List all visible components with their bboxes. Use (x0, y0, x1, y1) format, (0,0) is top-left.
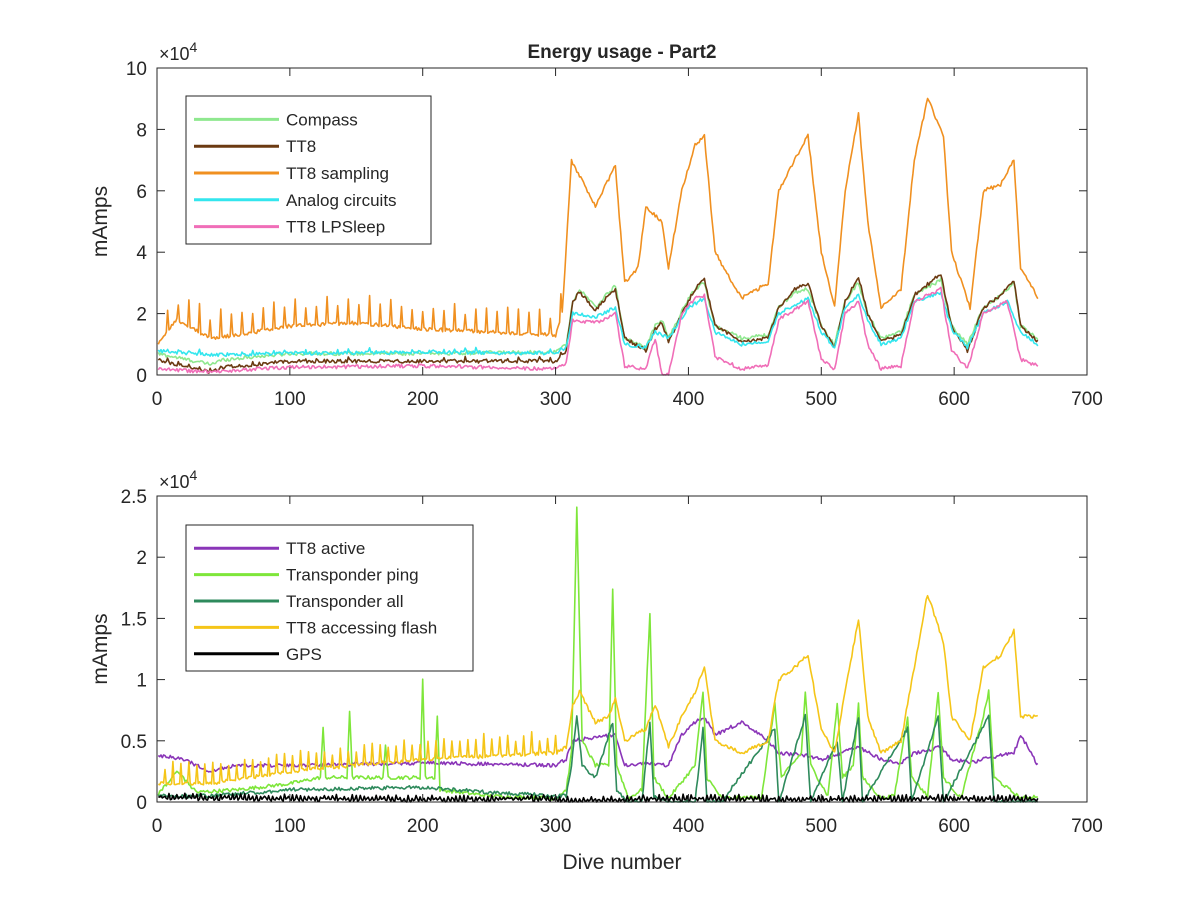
x-tick-label: 300 (540, 389, 572, 410)
y-tick-label: 0 (136, 366, 147, 387)
x-tick-label: 100 (274, 816, 306, 837)
y-tick-label: 4 (136, 243, 147, 264)
y-tick-label: 2.5 (121, 487, 147, 508)
top-chart: 0 100 200 300 400 500 600 7000246810×104mAmpsEn… (89, 39, 1103, 410)
x-tick-label: 500 (805, 816, 837, 837)
x-tick-label: 0 (152, 389, 163, 410)
x-tick-label: 200 (407, 816, 439, 837)
y-tick-label: 0.5 (121, 732, 147, 753)
legend-label: TT8 accessing flash (286, 618, 437, 637)
series-lines (157, 506, 1039, 803)
x-tick-label: 600 (938, 389, 970, 410)
x-tick-label: 400 (673, 389, 705, 410)
x-tick-label: 400 (673, 816, 705, 837)
y-axis-label: mAmps (89, 613, 112, 684)
x-tick-label: 700 (1071, 816, 1103, 837)
y-exponent-label: ×104 (159, 467, 198, 492)
y-exponent-base: ×10 (159, 44, 190, 64)
y-tick-label: 6 (136, 182, 147, 203)
legend-label: TT8 sampling (286, 164, 389, 183)
legend-label: Transponder ping (286, 566, 419, 585)
y-tick-label: 2 (136, 548, 147, 569)
x-tick-label: 200 (407, 389, 439, 410)
y-exponent-power: 4 (190, 39, 198, 55)
y-tick-label: 0 (136, 793, 147, 814)
x-axis-label: Dive number (562, 851, 681, 874)
y-exponent-label: ×104 (159, 39, 198, 64)
y-exponent-base: ×10 (159, 472, 190, 492)
series-line-tt8-lpsleep (157, 286, 1039, 376)
bottom-chart: 0 100 200 300 400 500 600 700 0 0.5 1 1.5 2 2.5 ×104 mA… (89, 467, 1103, 874)
axes-frame (156, 495, 1088, 803)
series-line-analog-circuits (157, 291, 1039, 358)
series-line-transponder-ping (157, 506, 1038, 801)
legend-label: Compass (286, 110, 358, 129)
legend-label: Analog circuits (286, 191, 397, 210)
series-lines (157, 97, 1039, 376)
y-tick-label: 10 (126, 59, 147, 80)
series-line-transponder-all (157, 713, 1039, 803)
y-tick-label: 1.5 (121, 609, 147, 630)
y-tick-label: 2 (136, 305, 147, 326)
legend-label: Transponder all (286, 592, 404, 611)
y-exponent-power: 4 (190, 467, 198, 483)
x-tick-label: 600 (938, 816, 970, 837)
series-line-gps (158, 792, 1039, 803)
x-tick-label: 0 (152, 816, 163, 837)
legend-label: TT8 LPSleep (286, 218, 385, 237)
series-line-tt8-sampling (157, 97, 1039, 345)
series-line-tt8-active (157, 717, 1039, 773)
chart-title: Energy usage - Part2 (527, 42, 716, 63)
legend: TT8 active Transponder ping Transponder al… (185, 524, 474, 672)
legend: Compass TT8 TT8 sampling Analog circuits TT8… (185, 95, 432, 245)
x-tick-label: 500 (805, 389, 837, 410)
series-line-tt8 (157, 274, 1039, 374)
axes-frame (156, 67, 1088, 376)
legend-label: TT8 (286, 137, 316, 156)
y-axis-label: mAmps (89, 186, 112, 257)
y-tick-label: 1 (136, 671, 147, 692)
legend-label: GPS (286, 645, 322, 664)
series-line-tt8-accessing-flash (158, 594, 1038, 786)
y-tick-label: 8 (136, 120, 147, 141)
x-tick-label: 300 (540, 816, 572, 837)
legend-label: TT8 active (286, 539, 365, 558)
x-tick-label: 100 (274, 389, 306, 410)
x-tick-label: 700 (1071, 389, 1103, 410)
